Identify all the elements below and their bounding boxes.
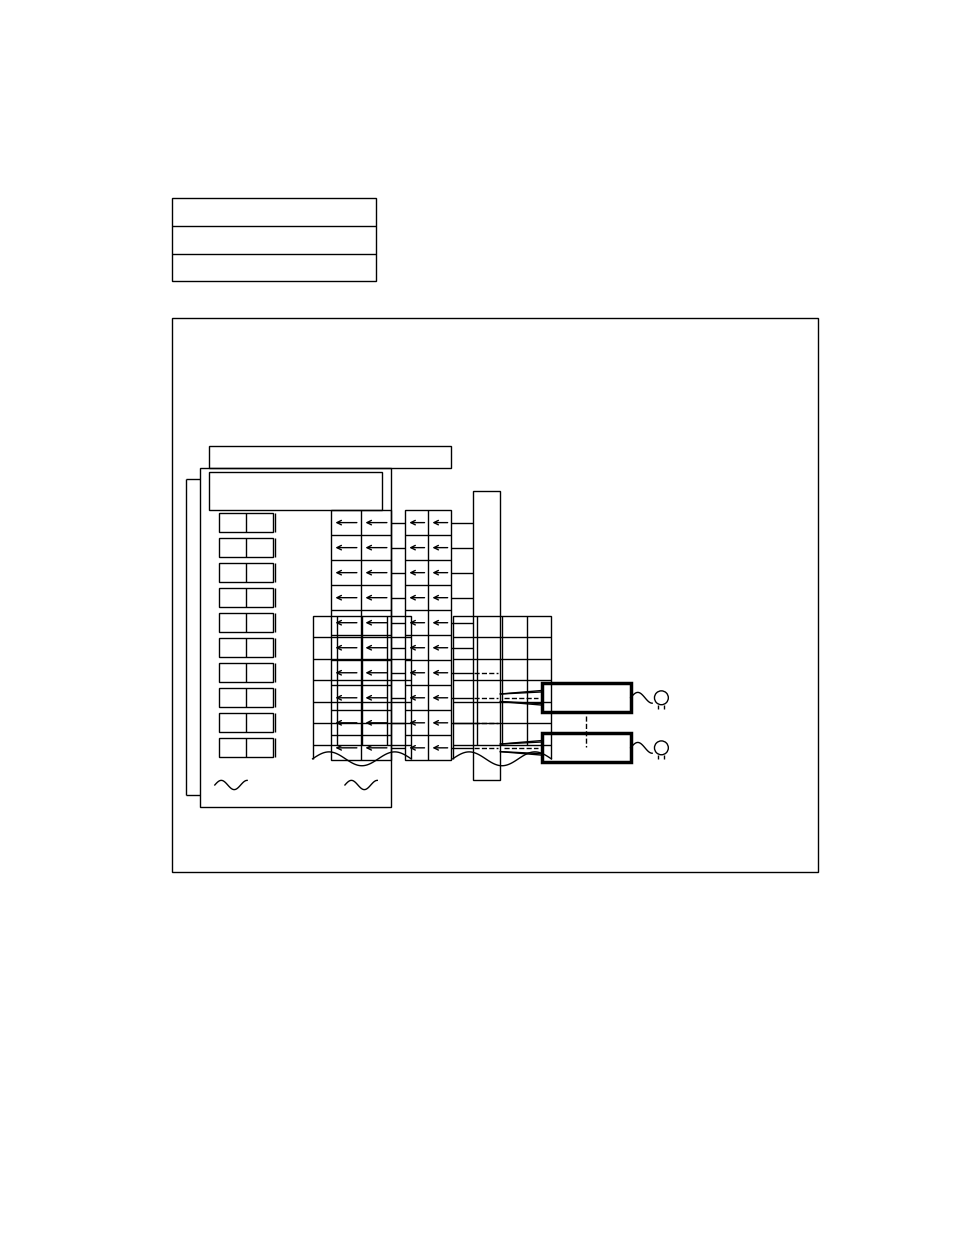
- Bar: [219, 663, 274, 682]
- Bar: [219, 513, 274, 532]
- Bar: [219, 638, 274, 657]
- Bar: [172, 317, 818, 872]
- Bar: [313, 615, 411, 745]
- Bar: [541, 734, 630, 762]
- Bar: [219, 739, 274, 757]
- Bar: [210, 472, 381, 510]
- Bar: [219, 688, 274, 708]
- Bar: [219, 588, 274, 608]
- Bar: [200, 468, 391, 806]
- Bar: [453, 615, 551, 745]
- Bar: [405, 510, 451, 761]
- Bar: [541, 683, 630, 713]
- Bar: [473, 490, 499, 779]
- Bar: [172, 199, 375, 282]
- Bar: [219, 714, 274, 732]
- Circle shape: [654, 741, 668, 755]
- Bar: [331, 510, 391, 761]
- Bar: [210, 446, 451, 468]
- Bar: [219, 614, 274, 632]
- Circle shape: [654, 690, 668, 705]
- Bar: [219, 538, 274, 557]
- Bar: [219, 563, 274, 582]
